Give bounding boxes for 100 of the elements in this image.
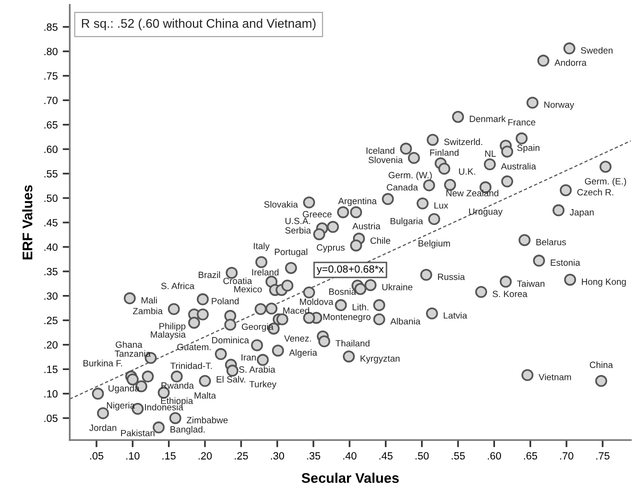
annotation: Venez.: [284, 335, 311, 342]
annotation: Montenegro: [323, 314, 370, 322]
annotation: Indonesia: [144, 404, 184, 410]
annotation: Japan: [570, 209, 594, 218]
annotation: Poland: [212, 298, 239, 304]
annotation: New Zealand: [446, 190, 498, 196]
annotation: Bulgaria: [390, 218, 424, 226]
annotation: Taiwan: [517, 280, 544, 287]
annotation: Maced.: [283, 307, 312, 314]
annotation: R sq.: .52 (.60 without China and Vietnam): [82, 18, 316, 30]
annotation: France: [508, 119, 536, 126]
annotation: Austria: [352, 222, 380, 230]
x-tick-label: .05: [90, 452, 104, 460]
x-tick-label: .20: [198, 452, 212, 460]
x-tick-label: .40: [343, 452, 356, 460]
annotation: S. Africa: [161, 282, 194, 290]
annotation: Canada: [386, 184, 418, 191]
y-tick-label: .50: [44, 194, 58, 202]
x-axis-title: Secular Values: [302, 472, 399, 483]
annotation: Chile: [370, 237, 390, 244]
annotation: Dominica: [212, 336, 250, 344]
annotation: Ireland: [252, 268, 278, 276]
annotation: Pakistan: [121, 430, 154, 436]
annotation: Iran: [242, 354, 256, 361]
y-tick-label: .85: [44, 23, 58, 31]
annotation: Uruguay: [469, 208, 503, 217]
annotation: S. Arabia: [239, 366, 276, 373]
annotation: Albania: [390, 318, 420, 325]
y-tick-label: .55: [44, 170, 58, 178]
annotation: Slovenia: [368, 156, 403, 164]
annotation: Ukraine: [382, 284, 412, 290]
x-tick-label: .35: [307, 452, 320, 460]
annotation: Mexico: [234, 286, 262, 292]
annotation: Czech R.: [577, 188, 614, 196]
y-tick-label: .80: [44, 48, 58, 56]
annotation: Switzerld.: [444, 138, 482, 146]
annotation: Portugal: [274, 248, 308, 257]
annotation: Denmark: [470, 115, 506, 122]
annotation: Zambia: [132, 308, 163, 314]
annotation: Slovakia: [264, 201, 298, 208]
annotation: Croatia: [223, 277, 252, 284]
annotation: Zimbabwe: [186, 416, 228, 424]
annotation: Mali: [142, 296, 157, 304]
y-tick-label: .30: [44, 292, 58, 300]
annotation: Andorra: [554, 59, 587, 66]
annotation: S. Korea: [492, 290, 528, 298]
annotation: Greece: [302, 211, 332, 218]
annotation: Rwanda: [162, 382, 194, 389]
annotation: Malaysia: [150, 331, 186, 340]
annotation: Sweden: [580, 46, 613, 54]
x-tick-label: .25: [234, 452, 248, 460]
annotation: China: [590, 361, 613, 368]
annotation: Italy: [254, 242, 270, 251]
annotation: Estonia: [550, 259, 580, 266]
y-tick-label: .40: [44, 243, 58, 251]
annotation: Algeria: [289, 349, 318, 358]
y-axis-title: ERF Values: [22, 185, 32, 260]
annotation: Bosnia: [329, 288, 356, 295]
annotation: Spain: [517, 144, 540, 153]
annotation: Philipp: [159, 322, 186, 332]
annotation: NL: [485, 150, 496, 157]
y-tick-label: .20: [44, 341, 58, 349]
x-tick-label: .55: [452, 452, 465, 460]
y-tick-label: .35: [44, 268, 58, 276]
annotation: Cyprus: [316, 244, 345, 252]
annotation: Serbia: [285, 226, 311, 234]
y-tick-label: .15: [44, 366, 58, 374]
annotation: Ghana: [116, 341, 142, 348]
x-tick-label: .10: [126, 452, 140, 460]
x-tick-label: .45: [379, 452, 393, 460]
annotation: Belarus: [536, 238, 566, 246]
annotation: Malta: [194, 392, 216, 399]
annotation: Hong Kong: [582, 278, 626, 287]
y-tick-label: .70: [44, 96, 58, 104]
annotation: Norway: [544, 102, 574, 110]
x-tick-label: .60: [488, 452, 502, 460]
annotation: Belgium: [418, 240, 450, 248]
annotation: Turkey: [249, 380, 276, 390]
annotation: Latvia: [444, 312, 468, 319]
x-tick-label: .65: [524, 452, 538, 460]
y-tick-label: .65: [44, 121, 58, 129]
y-tick-label: .45: [44, 219, 58, 226]
annotation: Thailand: [336, 340, 370, 347]
x-tick-label: .70: [560, 452, 574, 460]
annotation: Trinidad-T.: [170, 362, 212, 369]
series-label: y=0.08+0.68*x: [316, 265, 384, 275]
y-tick-label: .05: [44, 414, 58, 422]
annotation: Moldova: [300, 298, 334, 305]
annotation: Lith.: [352, 304, 368, 310]
annotation: Finland: [430, 149, 459, 156]
annotation: El Salv.: [216, 376, 246, 383]
annotation: Burkina F.: [83, 360, 122, 366]
y-tick-label: .10: [44, 390, 58, 398]
annotation: Jordan: [89, 424, 116, 431]
annotation: U.K.: [459, 168, 476, 175]
annotation: Kyrgyztan: [360, 355, 400, 364]
annotation: U.S.A.: [285, 218, 310, 224]
annotation: Iceland: [366, 147, 394, 154]
annotation: Argentina: [338, 198, 377, 206]
annotation: Brazil: [198, 271, 220, 278]
